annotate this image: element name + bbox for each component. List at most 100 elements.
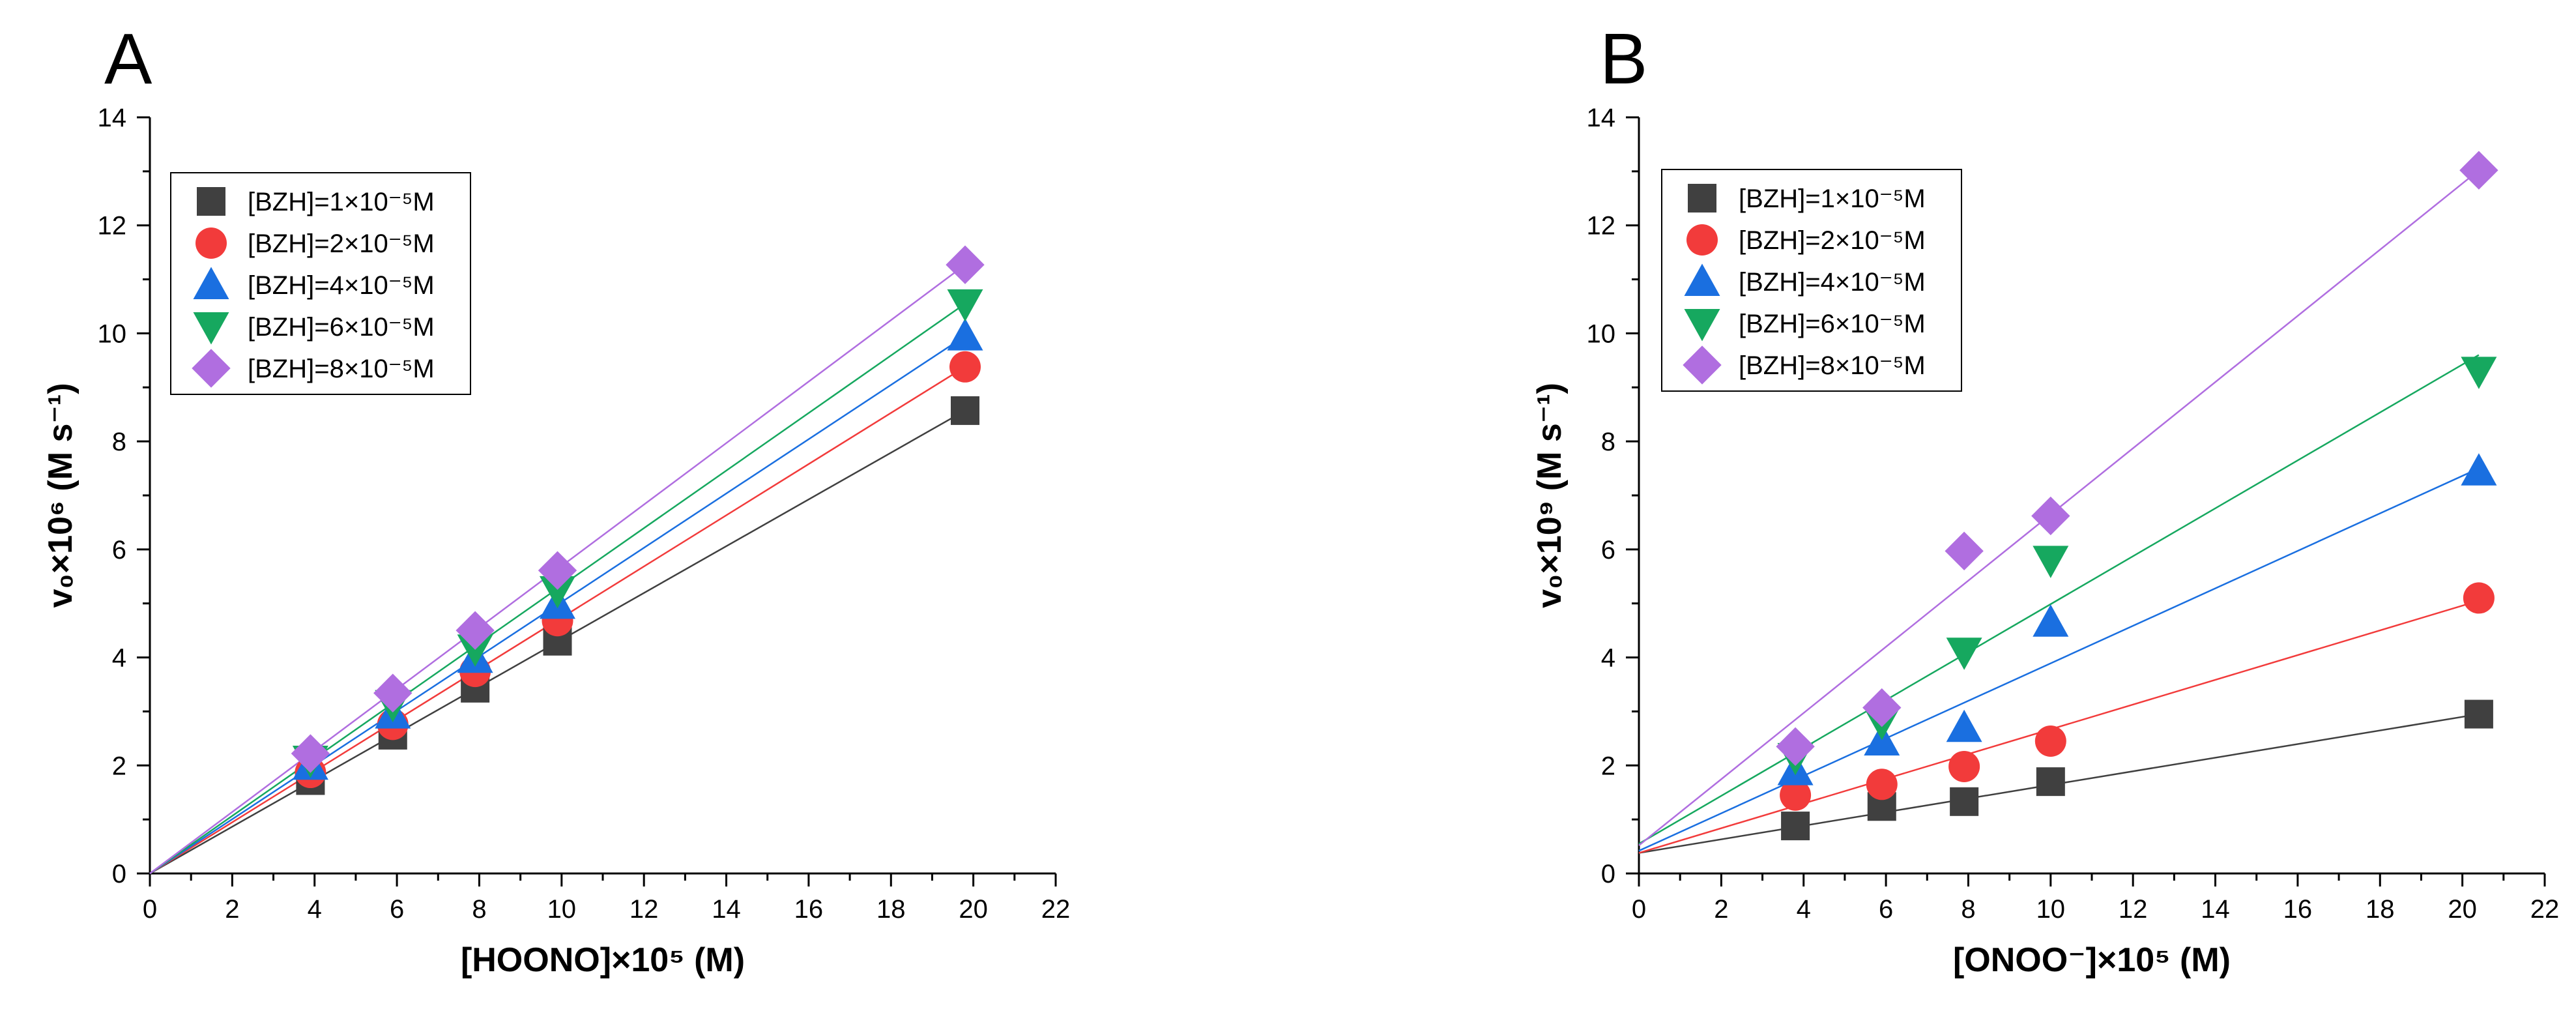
data-point: [540, 576, 575, 609]
legend-marker: [1686, 224, 1718, 256]
data-point: [1950, 787, 1979, 816]
data-point: [946, 245, 985, 284]
legend-entry: [BZH]=6×10⁻⁵M: [248, 313, 435, 342]
legend-marker: [1688, 184, 1716, 212]
y-tick-label: 0: [1601, 860, 1615, 888]
chart-panel-a: 0 2 4 6 8 10 12 14 16 18 20 22 0 2 4 6 8 10 12 14 [HOONO]×10…: [42, 104, 1070, 979]
data-point: [947, 318, 983, 351]
x-axis-label: [ONOO⁻]×10⁵ (M): [1953, 941, 2231, 979]
data-point: [2463, 582, 2495, 614]
fit-line: [1638, 467, 2480, 852]
x-tick-label: 20: [2448, 895, 2477, 924]
x-tick-label: 2: [225, 895, 239, 924]
fit-line: [1638, 600, 2480, 854]
data-point: [951, 396, 979, 425]
data-point: [1945, 531, 1984, 571]
x-tick-label: 22: [1041, 895, 1071, 924]
y-tick-label: 12: [98, 212, 127, 241]
y-tick-label: 2: [112, 752, 126, 780]
x-tick-label: 8: [1961, 895, 1975, 924]
data-point: [947, 289, 983, 322]
y-tick-label: 2: [1601, 752, 1615, 780]
chart-panel-b: 0 2 4 6 8 10 12 14 16 18 20 22 0 2 4 6 8 10 12 14 [ONOO⁻]×10…: [1531, 104, 2559, 979]
x-tick-label: 12: [630, 895, 659, 924]
x-tick-label: 8: [472, 895, 486, 924]
x-tick-label: 4: [308, 895, 322, 924]
data-point: [1776, 727, 1815, 766]
x-tick-label: 10: [547, 895, 577, 924]
y-tick-label: 0: [112, 860, 126, 888]
data-point: [2033, 546, 2069, 578]
legend-marker: [195, 227, 227, 259]
data-point: [1948, 750, 1980, 782]
y-tick-label: 12: [1587, 212, 1616, 241]
data-point: [457, 634, 493, 667]
y-tick-label: 10: [98, 319, 127, 348]
x-tick-label: 12: [2119, 895, 2148, 924]
x-tick-label: 14: [2201, 895, 2230, 924]
data-point: [1862, 688, 1902, 727]
data-point: [1946, 709, 1982, 742]
x-tick-label: 10: [2036, 895, 2066, 924]
data-point: [2461, 453, 2497, 486]
x-tick-label: 0: [143, 895, 157, 924]
y-tick-label: 10: [1587, 319, 1616, 348]
data-point: [1781, 812, 1810, 841]
y-tick-label: 14: [1587, 104, 1616, 132]
data-point: [2031, 496, 2070, 536]
x-tick-label: 16: [794, 895, 824, 924]
y-tick-label: 6: [1601, 536, 1615, 564]
legend-entry: [BZH]=1×10⁻⁵M: [1739, 184, 1926, 213]
x-tick-label: 6: [390, 895, 404, 924]
data-point: [2459, 151, 2498, 190]
legend-marker: [197, 187, 225, 216]
legend-marker: [1683, 345, 1722, 385]
legend-entry: [BZH]=1×10⁻⁵M: [248, 188, 435, 216]
data-point: [373, 673, 412, 712]
x-tick-label: 4: [1797, 895, 1811, 924]
y-tick-label: 8: [112, 428, 126, 456]
data-point: [2034, 725, 2066, 757]
legend-marker: [193, 267, 229, 299]
data-point: [949, 351, 981, 383]
x-axis-label: [HOONO]×10⁵ (M): [461, 941, 745, 979]
y-axis-label: v₀×10⁹ (M s⁻¹): [1531, 383, 1569, 608]
x-tick-label: 2: [1714, 895, 1728, 924]
y-tick-label: 4: [1601, 644, 1615, 673]
panel-letter-a: A: [104, 19, 152, 99]
x-tick-label: 18: [2366, 895, 2395, 924]
y-tick-label: 14: [98, 104, 127, 132]
legend-marker: [192, 349, 231, 388]
data-point: [2033, 604, 2069, 637]
legend-entry: [BZH]=8×10⁻⁵M: [248, 355, 435, 383]
legend-marker: [1684, 263, 1720, 296]
data-point: [1780, 779, 1812, 811]
x-tick-label: 14: [712, 895, 741, 924]
x-tick-label: 18: [876, 895, 906, 924]
legend-entry: [BZH]=2×10⁻⁵M: [1739, 226, 1926, 255]
legend-entry: [BZH]=8×10⁻⁵M: [1739, 351, 1926, 380]
x-tick-label: 0: [1632, 895, 1646, 924]
y-axis-label: v₀×10⁶ (M s⁻¹): [42, 383, 80, 608]
data-point: [1946, 637, 1982, 670]
x-tick-label: 16: [2283, 895, 2313, 924]
x-tick-label: 6: [1879, 895, 1893, 924]
legend-entry: [BZH]=4×10⁻⁵M: [248, 271, 435, 300]
legend-marker: [1684, 309, 1720, 342]
data-point: [2461, 357, 2497, 389]
legend-entry: [BZH]=2×10⁻⁵M: [248, 229, 435, 258]
legend-entry: [BZH]=4×10⁻⁵M: [1739, 268, 1926, 297]
data-point: [456, 611, 495, 650]
legend-entry: [BZH]=6×10⁻⁵M: [1739, 310, 1926, 338]
data-point: [538, 551, 577, 590]
panel-letter-b: B: [1600, 19, 1647, 99]
fit-line: [1638, 354, 2480, 845]
data-point: [2464, 699, 2493, 729]
legend-marker: [193, 312, 229, 345]
y-tick-label: 4: [112, 644, 126, 673]
data-point: [2036, 767, 2065, 797]
x-tick-label: 20: [959, 895, 988, 924]
y-tick-label: 6: [112, 536, 126, 564]
